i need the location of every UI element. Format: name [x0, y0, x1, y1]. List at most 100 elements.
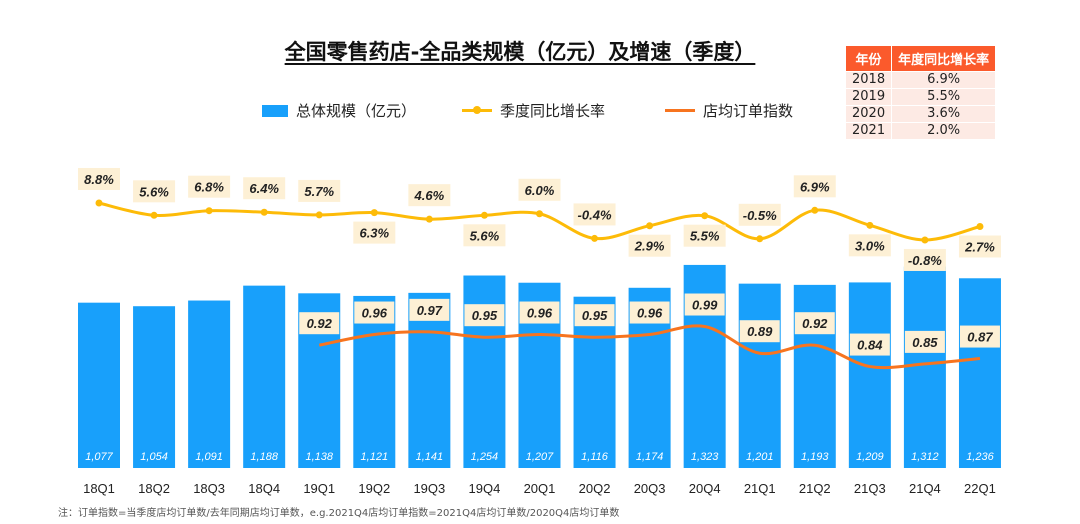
yoy-label-bg: [848, 234, 891, 257]
table-cell: 2021: [844, 122, 893, 140]
order-index-label: 0.96: [362, 306, 388, 321]
bar: [958, 278, 1001, 468]
yoy-label-bg: [133, 180, 176, 203]
yoy-point: [646, 222, 654, 230]
yoy-point: [976, 222, 984, 230]
legend-item-scale: 总体规模（亿元）: [262, 100, 416, 121]
yoy-point: [811, 206, 819, 214]
order-index-label-bg: [354, 301, 395, 324]
order-index-line: [318, 324, 981, 370]
yoy-label: 4.6%: [414, 188, 445, 203]
order-index-label: 0.84: [857, 338, 883, 353]
x-tick-label: 21Q1: [744, 481, 776, 496]
order-index-label: 0.95: [582, 308, 608, 323]
bar: [133, 306, 176, 468]
yoy-point: [150, 211, 158, 219]
yoy-point: [591, 234, 599, 242]
yoy-label: -0.5%: [743, 208, 777, 223]
x-tick-label: 18Q4: [248, 481, 280, 496]
bar-value-label: 1,209: [856, 451, 884, 463]
bar-value-label: 1,201: [746, 451, 774, 463]
x-tick-label: 22Q1: [964, 481, 996, 496]
yoy-label: 5.7%: [304, 184, 334, 199]
legend-swatch-line: [665, 109, 696, 112]
yoy-label: 3.0%: [855, 238, 885, 253]
bar: [243, 285, 286, 468]
yoy-label: 6.9%: [800, 179, 830, 194]
bar: [848, 282, 891, 468]
order-index-label-bg: [739, 320, 780, 343]
bar-value-label: 1,188: [250, 451, 278, 463]
yoy-label: 6.3%: [359, 226, 389, 241]
table-cell: 2019: [844, 88, 893, 106]
yoy-label: 5.5%: [690, 229, 720, 244]
yoy-label-bg: [188, 175, 231, 198]
yoy-label-bg: [408, 184, 451, 207]
order-index-label-bg: [904, 330, 945, 353]
order-index-label: 0.92: [307, 316, 333, 331]
yoy-label-bg: [518, 178, 561, 201]
yoy-point: [480, 211, 488, 219]
legend-swatch-bar: [262, 104, 288, 117]
yoy-label-bg: [903, 248, 946, 271]
yoy-point: [535, 210, 543, 218]
order-index-label-bg: [849, 333, 890, 356]
yoy-growth-line: [98, 201, 981, 242]
x-tick-label: 20Q1: [524, 481, 556, 496]
order-index-label: 0.96: [527, 306, 553, 321]
yoy-label-bg: [463, 224, 506, 247]
yoy-point: [95, 199, 103, 207]
bar-value-label: 1,116: [581, 451, 609, 463]
bar-value-label: 1,141: [416, 451, 444, 463]
table-row: 2019 5.5%: [844, 88, 997, 106]
yoy-label: 6.0%: [525, 183, 555, 198]
x-tick-label: 18Q2: [138, 481, 170, 496]
yoy-label: -0.4%: [578, 207, 612, 222]
order-index-label-bg: [464, 304, 505, 327]
legend: 总体规模（亿元） 季度同比增长率 店均订单指数: [262, 100, 793, 121]
order-index-label: 0.89: [747, 324, 773, 339]
x-tick-label: 19Q4: [469, 481, 501, 496]
x-tick-label: 19Q1: [303, 481, 335, 496]
order-index-label-bg: [409, 298, 450, 321]
bar-value-label: 1,312: [911, 451, 939, 463]
yoy-point: [866, 221, 874, 229]
yoy-point: [425, 215, 433, 223]
yoy-point: [205, 207, 213, 215]
yoy-label: -0.8%: [908, 253, 942, 268]
table-row: 2020 3.6%: [844, 105, 997, 123]
yoy-point: [315, 211, 323, 219]
yoy-label: 6.8%: [194, 180, 224, 195]
bar: [353, 295, 396, 468]
x-tick-label: 20Q3: [634, 481, 666, 496]
x-tick-label: 19Q2: [358, 481, 390, 496]
yoy-label-bg: [793, 175, 836, 198]
yoy-point: [921, 236, 929, 244]
yoy-label: 5.6%: [139, 184, 169, 199]
yoy-point: [370, 209, 378, 217]
yoy-label-bg: [628, 234, 671, 257]
table-cell: 2020: [844, 105, 893, 123]
chart-title-text: 全国零售药店-全品类规模（亿元）及增速（季度）: [284, 40, 756, 64]
yoy-label: 2.9%: [634, 239, 665, 254]
order-index-label: 0.92: [802, 316, 828, 331]
legend-item-yoy: 季度同比增长率: [462, 100, 605, 121]
yoy-label-bg: [738, 203, 781, 226]
bar: [738, 283, 781, 468]
order-index-label-bg: [299, 312, 340, 335]
bar-value-label: 1,207: [526, 451, 554, 463]
table-cell: 2.0%: [891, 122, 997, 140]
table-row: 2018 6.9%: [844, 71, 997, 89]
bar: [78, 302, 120, 468]
x-tick-label: 21Q2: [799, 481, 831, 496]
bar-value-label: 1,091: [195, 451, 223, 463]
x-tick-label: 18Q3: [193, 481, 225, 496]
x-tick-label: 20Q2: [579, 481, 611, 496]
annual-growth-table: 年份 年度同比增长率 2018 6.9% 2019 5.5% 2020 3.6% 20…: [844, 45, 997, 140]
bar-value-label: 1,077: [85, 451, 113, 463]
order-index-label: 0.87: [967, 330, 993, 345]
x-tick-label: 21Q4: [909, 481, 941, 496]
legend-item-order-index: 店均订单指数: [665, 100, 793, 121]
yoy-label: 8.8%: [84, 172, 114, 187]
